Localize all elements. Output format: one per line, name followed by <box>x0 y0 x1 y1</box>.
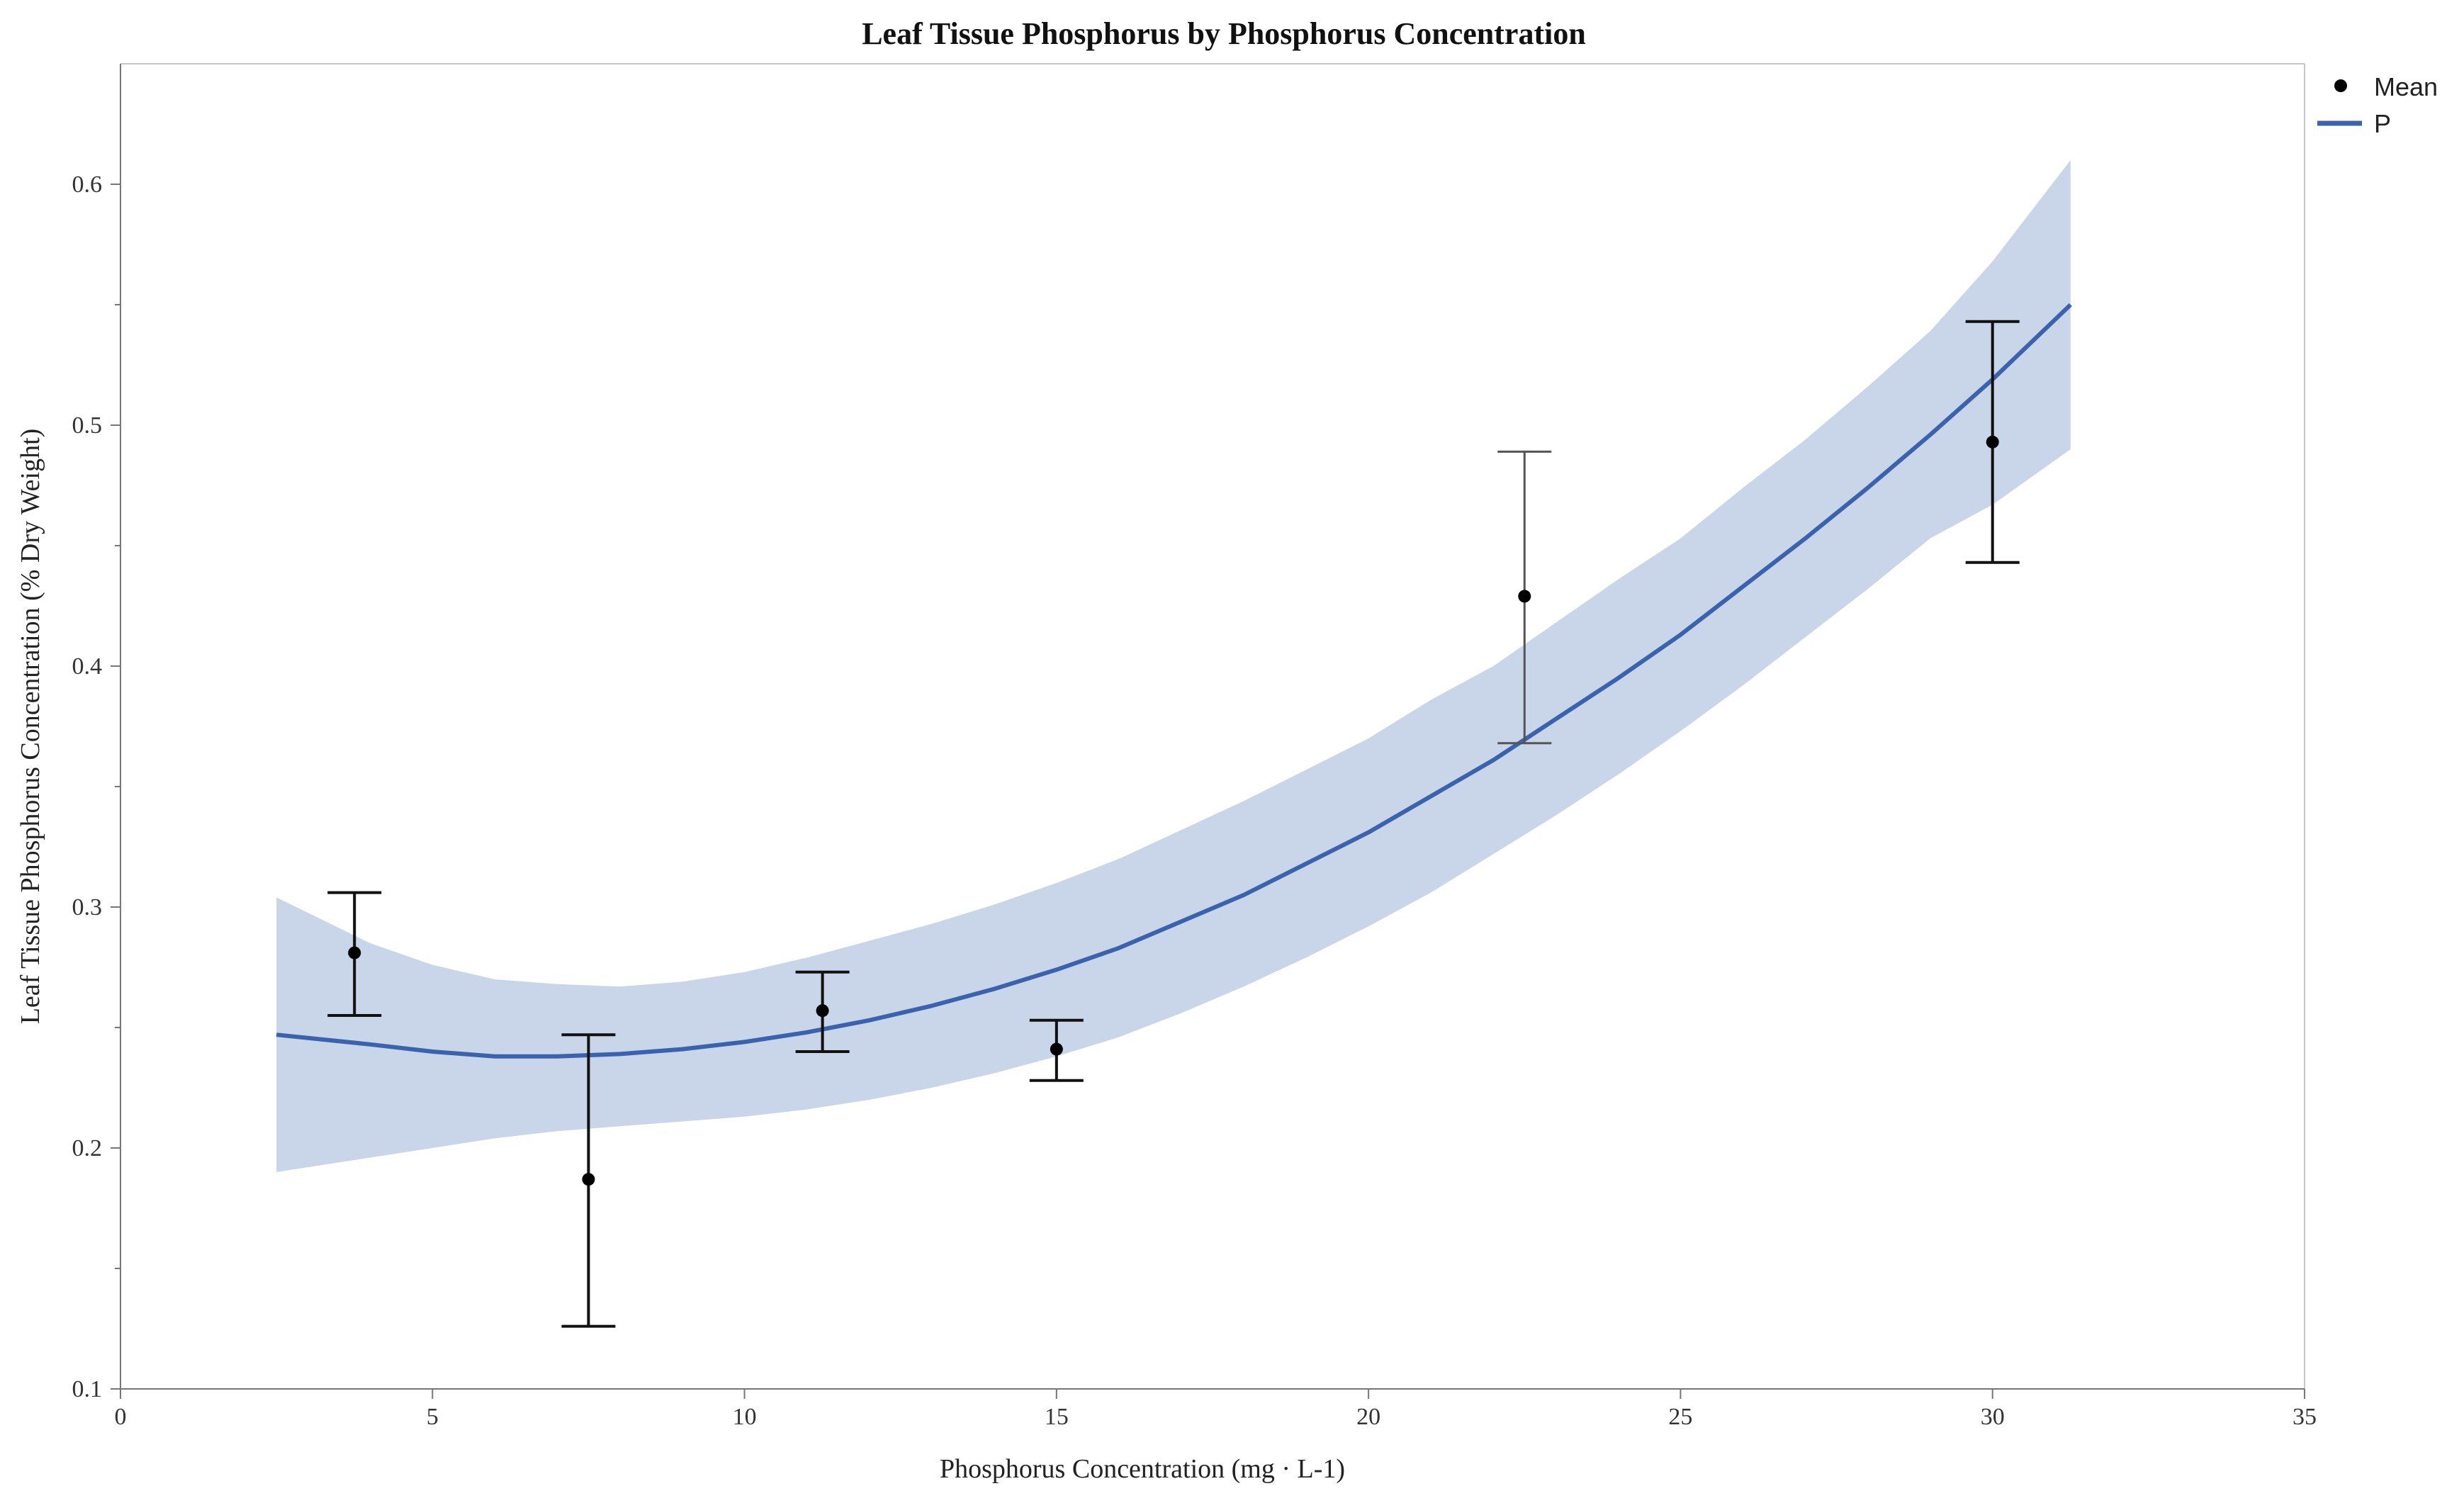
y-tick-label: 0.4 <box>72 653 103 680</box>
confidence-band-layer <box>276 160 2071 1172</box>
x-tick-label: 25 <box>1668 1404 1692 1430</box>
fit-line-layer <box>276 303 2072 1059</box>
y-tick-label: 0.2 <box>72 1135 103 1161</box>
mean-marker-layer <box>348 435 1999 1186</box>
y-tick-label: 0.5 <box>72 412 103 439</box>
legend: Mean P <box>2317 72 2438 138</box>
y-axis-label: Leaf Tissue Phosphorus Concentration (% … <box>16 429 45 1025</box>
mean-point <box>582 1173 595 1186</box>
x-tick-label: 30 <box>1981 1404 2005 1430</box>
chart-title: Leaf Tissue Phosphorus by Phosphorus Con… <box>862 16 1586 51</box>
fit-line-p <box>276 303 2072 1059</box>
y-tick-label: 0.6 <box>72 171 103 198</box>
x-tick-label: 35 <box>2293 1404 2317 1430</box>
legend-mean-label: Mean <box>2374 72 2438 101</box>
x-axis-ticks: 0 5 10 15 20 25 30 35 <box>115 1389 2317 1430</box>
mean-point <box>816 1004 829 1018</box>
mean-point <box>1518 590 1531 603</box>
y-tick-label: 0.1 <box>72 1376 103 1402</box>
mean-point <box>1050 1042 1063 1056</box>
x-tick-label: 15 <box>1045 1404 1069 1430</box>
x-tick-label: 0 <box>115 1404 127 1430</box>
x-tick-label: 5 <box>427 1404 439 1430</box>
mean-point <box>348 946 361 959</box>
x-axis-label: Phosphorus Concentration (mg · L-1) <box>940 1454 1345 1484</box>
y-tick-label: 0.3 <box>72 894 103 921</box>
x-tick-label: 10 <box>733 1404 757 1430</box>
mean-point <box>1986 435 1999 449</box>
confidence-band <box>276 160 2071 1172</box>
x-tick-label: 20 <box>1356 1404 1380 1430</box>
legend-p-label: P <box>2374 109 2391 138</box>
legend-mean-marker <box>2334 79 2347 92</box>
y-axis-ticks: 0.1 0.2 0.3 0.4 0.5 0.6 <box>72 171 120 1402</box>
